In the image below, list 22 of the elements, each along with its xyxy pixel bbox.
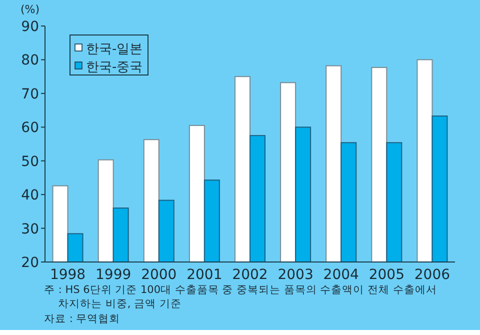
x-tick-label: 2000	[141, 267, 177, 283]
x-tick-label: 2005	[368, 267, 404, 283]
y-axis-title: (%)	[20, 3, 40, 16]
legend-label: 한국-중국	[86, 60, 143, 75]
x-tick-label: 2003	[278, 267, 314, 283]
x-tick-label: 2001	[186, 267, 222, 283]
y-tick-label: 60	[21, 120, 39, 136]
x-tick-label: 1999	[96, 267, 132, 283]
text: 주 : HS 6단위 기준 100대 수출품목 중 중복되는 품목의 수출액이 전체 수출에서 차지하는 비중, 금액 기준	[44, 284, 437, 310]
y-tick-label: 40	[21, 188, 39, 204]
x-tick-label: 1998	[50, 267, 86, 283]
y-tick-label: 80	[21, 52, 39, 69]
y-tick-label: 20	[21, 255, 39, 271]
x-tick-label: 2002	[232, 267, 268, 283]
x-tick-label: 2004	[323, 267, 360, 283]
y-tick-label: 50	[21, 154, 39, 170]
legend-label: 한국-일본	[86, 42, 143, 57]
y-tick-label: 70	[21, 86, 39, 102]
x-tick-label: 2006	[414, 267, 450, 283]
text: 자료 : 무역협회	[44, 313, 120, 325]
y-tick-label: 90	[21, 19, 39, 35]
y-tick-label: 30	[21, 221, 39, 238]
